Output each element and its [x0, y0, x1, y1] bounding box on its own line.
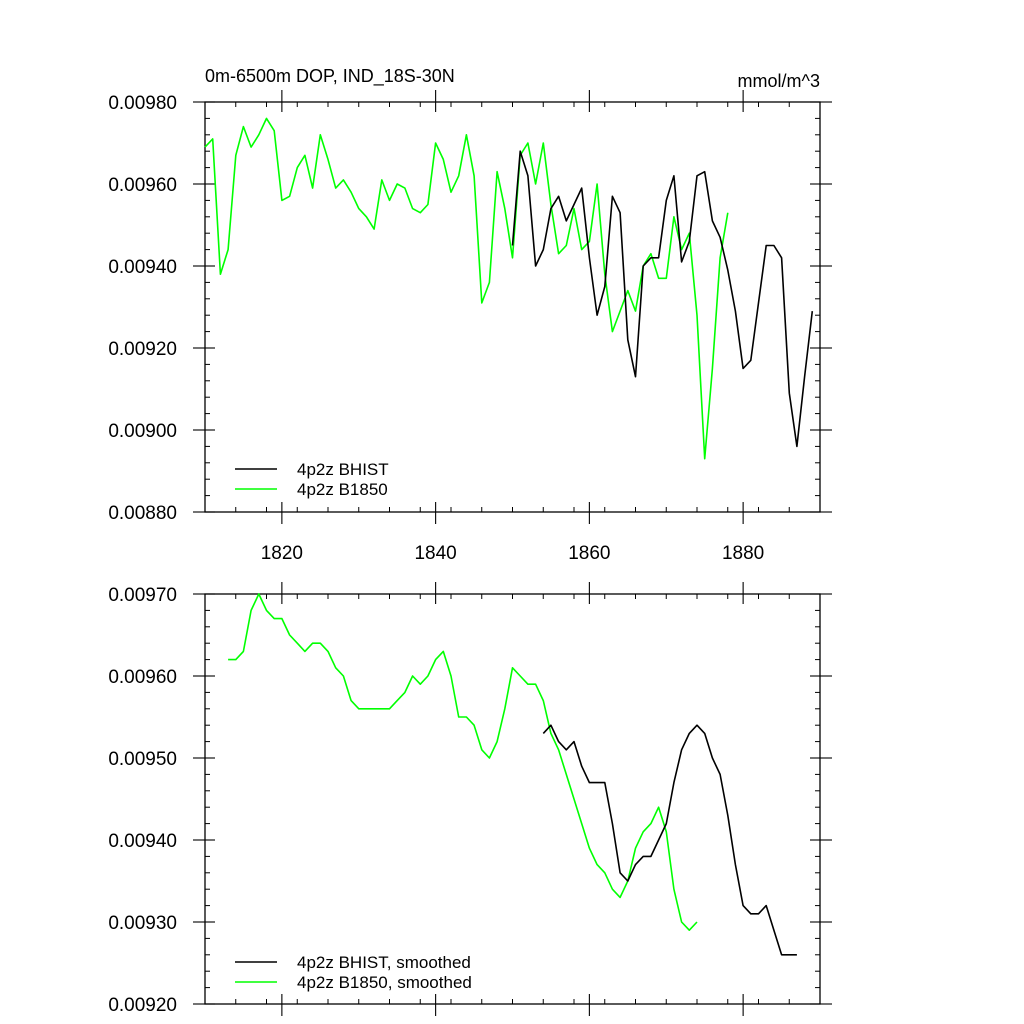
y-tick-label: 0.00980 [108, 93, 177, 114]
y-tick-label: 0.00960 [108, 175, 177, 196]
units-label: mmol/m^3 [738, 71, 820, 91]
legend-label: 4p2z B1850, smoothed [297, 973, 472, 992]
plot-frame [204, 593, 821, 1005]
y-tick-label: 0.00920 [108, 339, 177, 360]
x-tick-label: 1860 [568, 543, 610, 564]
x-tick-label: 1820 [261, 543, 303, 564]
y-tick-label: 0.00920 [108, 995, 177, 1016]
legend-label: 4p2z B1850 [297, 480, 388, 499]
legend-label: 4p2z BHIST, smoothed [297, 953, 471, 972]
y-tick-label: 0.00900 [108, 421, 177, 442]
legend-label: 4p2z BHIST [297, 460, 389, 479]
y-tick-label: 0.00940 [108, 831, 177, 852]
y-tick-label: 0.00960 [108, 667, 177, 688]
y-tick-label: 0.00940 [108, 257, 177, 278]
y-tick-label: 0.00970 [108, 585, 177, 606]
y-tick-label: 0.00950 [108, 749, 177, 770]
chart-title: 0m-6500m DOP, IND_18S-30N [205, 66, 455, 87]
series-line-bhist [511, 150, 814, 448]
y-tick-label: 0.00880 [108, 503, 177, 524]
top-panel: 1820 1840 1860 1880 0.00880 0.00900 0.00920 0.0… [108, 66, 832, 564]
series-line-b1850 [228, 593, 698, 932]
bottom-panel: 0.00920 0.00930 0.00940 0.00950 0.00960 0.009… [108, 582, 832, 1016]
series-line-bhist [542, 724, 797, 956]
x-tick-label: 1880 [722, 543, 764, 564]
series-line-b1850 [204, 117, 729, 460]
y-tick-label: 0.00930 [108, 913, 177, 934]
plot-frame [204, 101, 821, 513]
x-tick-label: 1840 [414, 543, 456, 564]
